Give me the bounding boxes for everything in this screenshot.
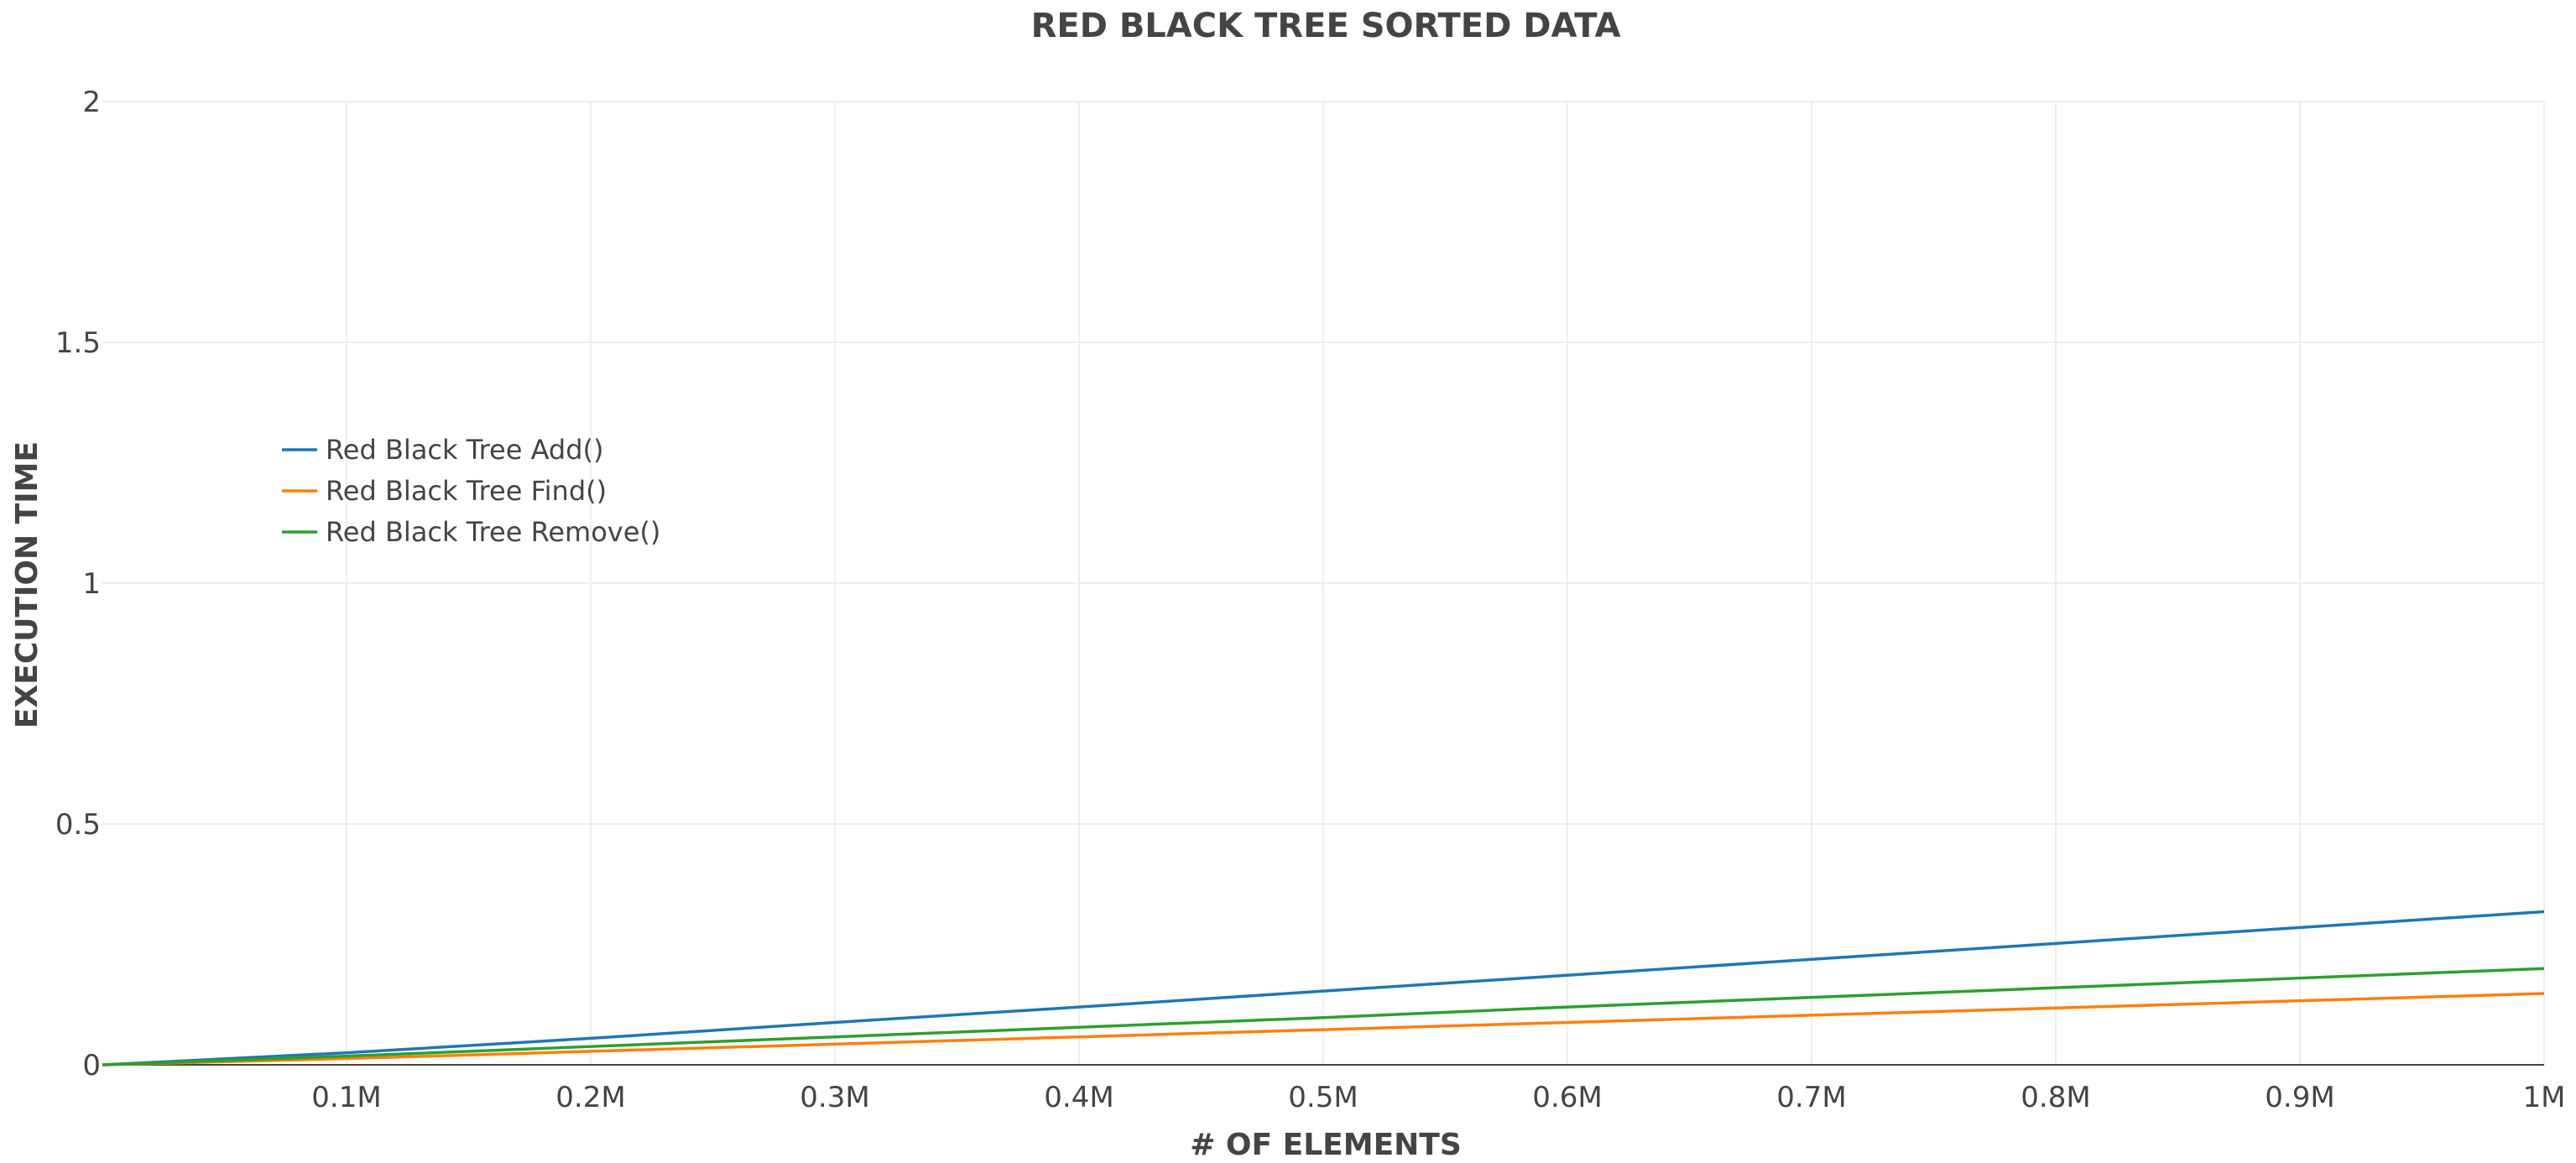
- y-tick-label: 0: [82, 1049, 101, 1082]
- x-tick-label: 0.7M: [1776, 1081, 1846, 1114]
- legend-item[interactable]: Red Black Tree Find(): [282, 475, 607, 507]
- x-tick-label: 0.9M: [2265, 1081, 2334, 1114]
- legend-item[interactable]: Red Black Tree Add(): [282, 434, 603, 466]
- x-tick-labels: 0.1M 0.2M 0.3M 0.4M 0.5M 0.6M 0.7M 0.8M 0.9M 1M: [311, 1081, 2565, 1114]
- y-tick-labels: 0 0.5 1 1.5 2: [55, 86, 101, 1082]
- legend[interactable]: Red Black Tree Add() Red Black Tree Find(…: [282, 434, 660, 548]
- x-tick-label: 0.1M: [311, 1081, 381, 1114]
- y-tick-label: 1.5: [55, 326, 101, 360]
- y-axis-title: EXECUTION TIME: [10, 441, 44, 728]
- legend-label: Red Black Tree Remove(): [326, 516, 660, 548]
- series-line-1: [102, 910, 2545, 1067]
- y-tick-label: 0.5: [55, 808, 101, 842]
- x-tick-label: 0.2M: [555, 1081, 625, 1114]
- x-tick-label: 0.3M: [800, 1081, 869, 1114]
- series-lines: [102, 910, 2545, 1067]
- series-line-3: [102, 967, 2545, 1067]
- y-tick-label: 2: [82, 86, 101, 119]
- legend-label: Red Black Tree Add(): [326, 434, 603, 466]
- x-tick-label: 0.6M: [1532, 1081, 1602, 1114]
- x-tick-label: 0.5M: [1288, 1081, 1358, 1114]
- legend-item[interactable]: Red Black Tree Remove(): [282, 516, 660, 548]
- x-axis-title: # OF ELEMENTS: [1190, 1128, 1462, 1162]
- grid: [102, 101, 2545, 1065]
- series-line-2: [102, 992, 2545, 1067]
- x-tick-label: 0.8M: [2021, 1081, 2090, 1114]
- legend-label: Red Black Tree Find(): [326, 475, 607, 507]
- x-tick-label: 0.4M: [1044, 1081, 1113, 1114]
- chart-title: RED BLACK TREE SORTED DATA: [1031, 7, 1621, 45]
- x-tick-label: 1M: [2523, 1081, 2566, 1114]
- y-tick-label: 1: [82, 567, 101, 601]
